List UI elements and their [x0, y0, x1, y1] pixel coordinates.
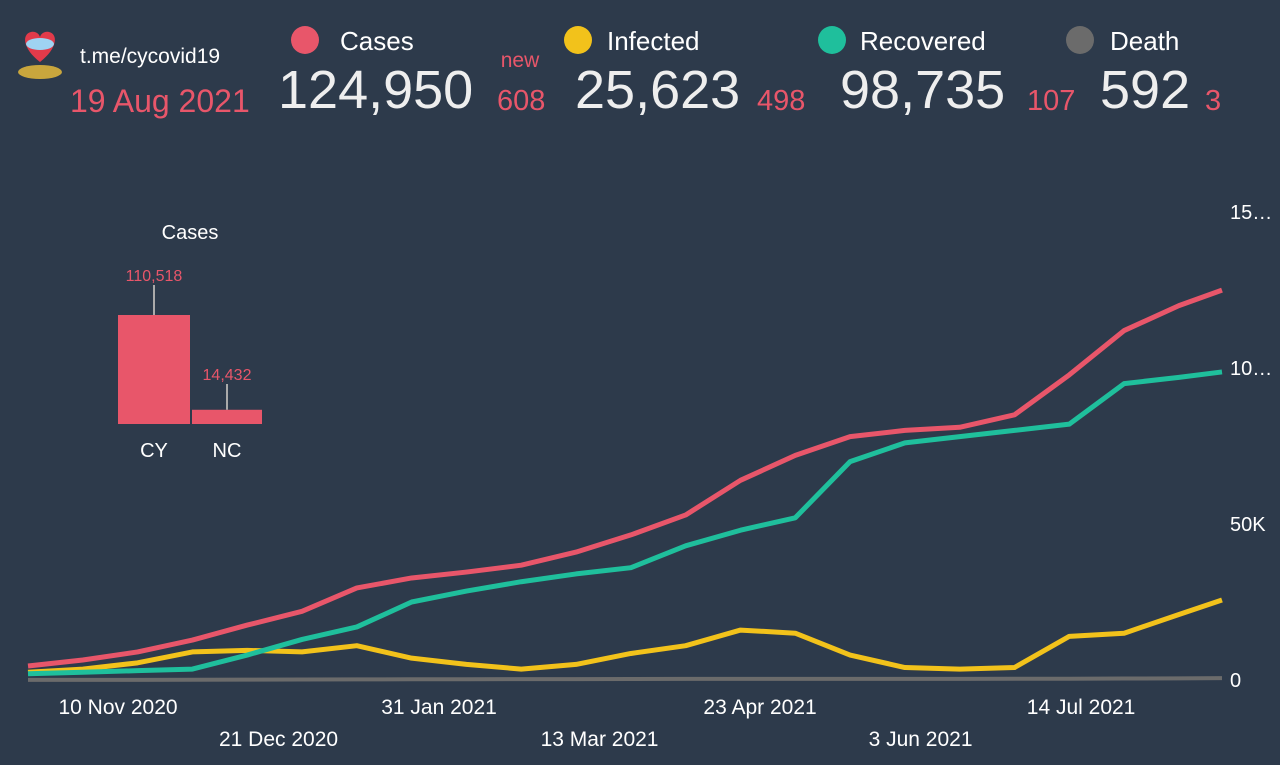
- stat-name: Infected: [607, 26, 700, 56]
- line-series: [27, 676, 1223, 682]
- new-label: new: [501, 49, 540, 72]
- x-tick-label: CY: [140, 440, 168, 462]
- x-tick-label: 21 Dec 2020: [219, 728, 338, 751]
- line-series: [27, 597, 1223, 675]
- legend-dot: [564, 26, 592, 54]
- stat-name: Cases: [340, 26, 414, 56]
- x-tick-label: 13 Mar 2021: [541, 728, 659, 751]
- bar: [118, 315, 190, 424]
- stat-name: Death: [1110, 26, 1179, 56]
- x-tick-label: 3 Jun 2021: [869, 728, 973, 751]
- line-series: [27, 287, 1223, 669]
- y-tick-label: 10…: [1230, 358, 1272, 380]
- stat-value: 592: [1100, 60, 1190, 120]
- value-label: 14,432: [203, 367, 252, 384]
- logo: [18, 31, 62, 79]
- stat-name: Recovered: [860, 26, 986, 56]
- stat-new: 608: [497, 85, 545, 117]
- stat-new: 107: [1027, 85, 1075, 117]
- legend-dot: [291, 26, 319, 54]
- y-tick-label: 15…: [1230, 202, 1272, 224]
- x-tick-label: NC: [213, 440, 242, 462]
- x-tick-label: 23 Apr 2021: [703, 696, 816, 719]
- stat-new: 3: [1205, 85, 1221, 117]
- legend-dot: [818, 26, 846, 54]
- stat-new: 498: [757, 85, 805, 117]
- y-tick-label: 0: [1230, 670, 1241, 692]
- legend-dot: [1066, 26, 1094, 54]
- date: 19 Aug 2021: [70, 83, 250, 119]
- stat-value: 124,950: [278, 60, 473, 120]
- stat-value: 25,623: [575, 60, 740, 120]
- source: t.me/cycovid19: [80, 45, 220, 68]
- y-tick-label: 50K: [1230, 514, 1266, 536]
- x-tick-label: 31 Jan 2021: [381, 696, 497, 719]
- x-tick-label: 10 Nov 2020: [58, 696, 177, 719]
- bar: [192, 409, 262, 424]
- line-series: [27, 369, 1223, 677]
- bar-chart-title: Cases: [162, 222, 219, 244]
- stat-value: 98,735: [840, 60, 1005, 120]
- value-label: 110,518: [126, 268, 183, 285]
- x-tick-label: 14 Jul 2021: [1027, 696, 1136, 719]
